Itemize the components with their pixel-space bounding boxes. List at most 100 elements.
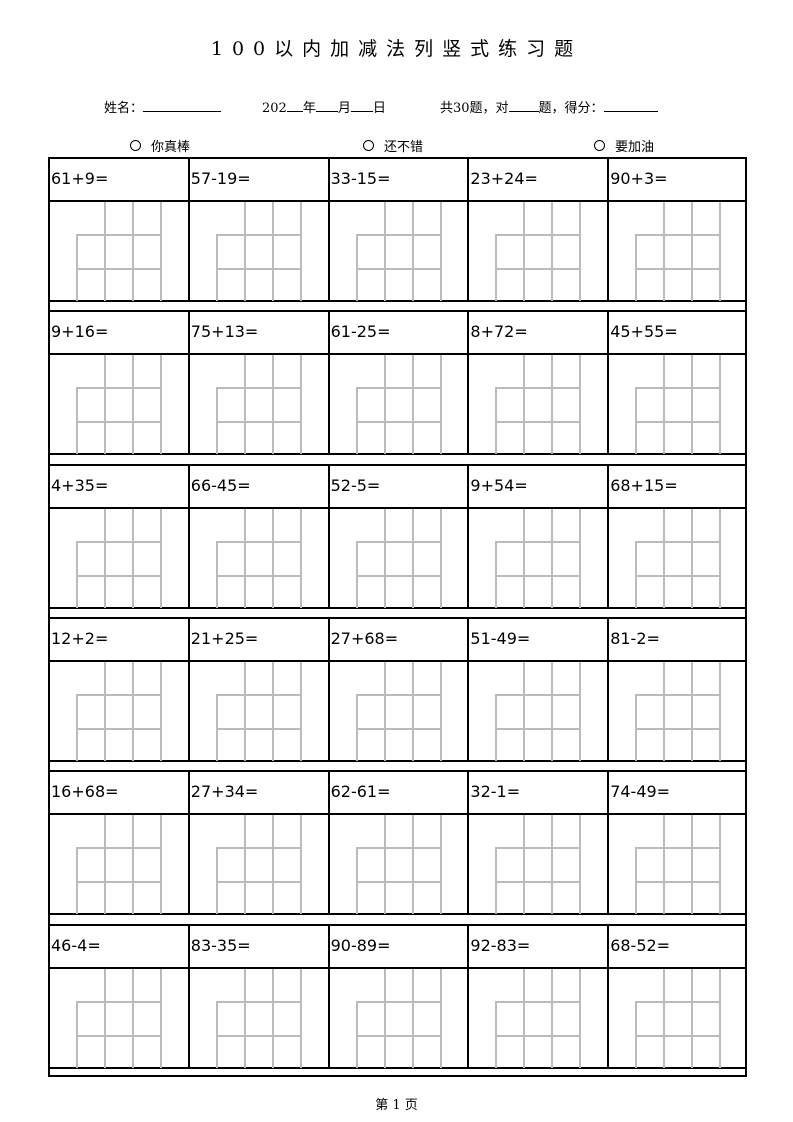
grid-line	[355, 421, 442, 424]
problem-cell[interactable]: 92-83=	[467, 924, 607, 1069]
grid-line	[439, 661, 442, 761]
problem-cell[interactable]: 27+34=	[188, 770, 328, 915]
problem-cell[interactable]: 8+72=	[467, 310, 607, 455]
column-divider	[187, 770, 190, 916]
grid-line	[551, 202, 554, 301]
problem-text: 62-61=	[330, 782, 391, 802]
column-divider	[607, 310, 610, 456]
grid-line	[383, 355, 386, 455]
grid-line	[663, 815, 666, 915]
problem-cell[interactable]: 46-4=	[48, 924, 188, 1069]
problem-cell[interactable]: 33-15=	[328, 157, 468, 302]
grid-line	[439, 508, 442, 608]
problem-cell[interactable]: 90-89=	[328, 924, 468, 1069]
grid-line	[271, 968, 274, 1068]
problem-cell[interactable]: 27+68=	[328, 617, 468, 762]
date-field[interactable]: 202 年 月 日	[262, 97, 386, 116]
problem-cell[interactable]: 75+13=	[188, 310, 328, 455]
problem-cell[interactable]: 81-2=	[607, 617, 747, 762]
row-divider	[50, 770, 745, 773]
problem-cell[interactable]: 32-1=	[467, 770, 607, 915]
problem-cell[interactable]: 4+35=	[48, 464, 188, 609]
grid-line	[132, 202, 134, 301]
column-divider	[187, 310, 190, 456]
grid-line	[355, 387, 442, 390]
problem-cell[interactable]: 52-5=	[328, 464, 468, 609]
grid-line	[355, 1000, 442, 1003]
grid-line	[243, 815, 246, 915]
problem-text: 75+13=	[190, 322, 259, 342]
grid-line	[160, 968, 162, 1068]
grid-line	[383, 508, 386, 608]
grid-line	[76, 421, 162, 424]
grid-line	[132, 508, 134, 608]
grid-line	[104, 202, 106, 301]
problem-text: 9+16=	[51, 322, 109, 342]
grid-line	[104, 355, 106, 455]
grid-line	[635, 574, 722, 577]
grid-line	[663, 202, 666, 301]
grid-line	[215, 574, 302, 577]
year-label: 年	[302, 101, 316, 116]
grid-line	[299, 661, 302, 761]
problem-cell[interactable]: 61+9=	[48, 157, 188, 302]
problem-cell[interactable]: 9+54=	[467, 464, 607, 609]
grid-line	[411, 661, 414, 761]
grid-line	[495, 1000, 582, 1003]
problem-cell[interactable]: 90+3=	[607, 157, 747, 302]
grid-line	[215, 1034, 302, 1037]
problem-cell[interactable]: 68+15=	[607, 464, 747, 609]
column-divider	[467, 770, 470, 916]
grid-line	[523, 815, 526, 915]
circle-icon	[363, 140, 374, 151]
grid-line	[635, 268, 722, 270]
grid-line	[691, 202, 694, 301]
problem-cell[interactable]: 62-61=	[328, 770, 468, 915]
problem-cell[interactable]: 9+16=	[48, 310, 188, 455]
rating-option-great[interactable]: 你真棒	[130, 136, 190, 155]
grid-line	[76, 693, 162, 696]
grid-line	[635, 693, 722, 696]
problem-cell[interactable]: 23+24=	[467, 157, 607, 302]
grid-line	[355, 234, 442, 236]
grid-line	[635, 540, 722, 543]
row-divider	[50, 506, 745, 509]
grid-line	[76, 1000, 162, 1003]
grid-line	[76, 387, 162, 390]
row-divider	[50, 1066, 745, 1069]
problem-cell[interactable]: 83-35=	[188, 924, 328, 1069]
problem-cell[interactable]: 16+68=	[48, 770, 188, 915]
grid-line	[160, 355, 162, 455]
problem-cell[interactable]: 21+25=	[188, 617, 328, 762]
problem-cell[interactable]: 12+2=	[48, 617, 188, 762]
grid-line	[355, 881, 442, 884]
row-divider	[50, 923, 745, 926]
row-divider	[50, 310, 745, 313]
problem-text: 23+24=	[470, 169, 538, 188]
problem-cell[interactable]: 51-49=	[467, 617, 607, 762]
grid-line	[383, 968, 386, 1068]
rating-option-try-harder[interactable]: 要加油	[594, 136, 654, 155]
name-field[interactable]: 姓名：	[104, 97, 222, 116]
grid-line	[243, 355, 246, 455]
grid-line	[439, 355, 442, 455]
rating-option-good[interactable]: 还不错	[363, 136, 423, 155]
grid-line	[383, 202, 386, 301]
grid-line	[383, 815, 386, 915]
score-field[interactable]: 共30题，对 题，得分：	[440, 97, 658, 116]
problem-text: 12+2=	[51, 628, 109, 648]
grid-line	[495, 574, 582, 577]
problem-cell[interactable]: 68-52=	[607, 924, 747, 1069]
problem-cell[interactable]: 45+55=	[607, 310, 747, 455]
grid-line	[579, 968, 582, 1068]
problem-cell[interactable]: 61-25=	[328, 310, 468, 455]
grid-line	[76, 727, 162, 730]
problem-cell[interactable]: 57-19=	[188, 157, 328, 302]
problem-cell[interactable]: 74-49=	[607, 770, 747, 915]
grid-line	[76, 1034, 162, 1037]
grid-line	[551, 661, 554, 761]
total-label: 共30题，对	[440, 101, 509, 116]
grid-line	[355, 268, 442, 270]
problem-cell[interactable]: 66-45=	[188, 464, 328, 609]
grid-line	[523, 355, 526, 455]
